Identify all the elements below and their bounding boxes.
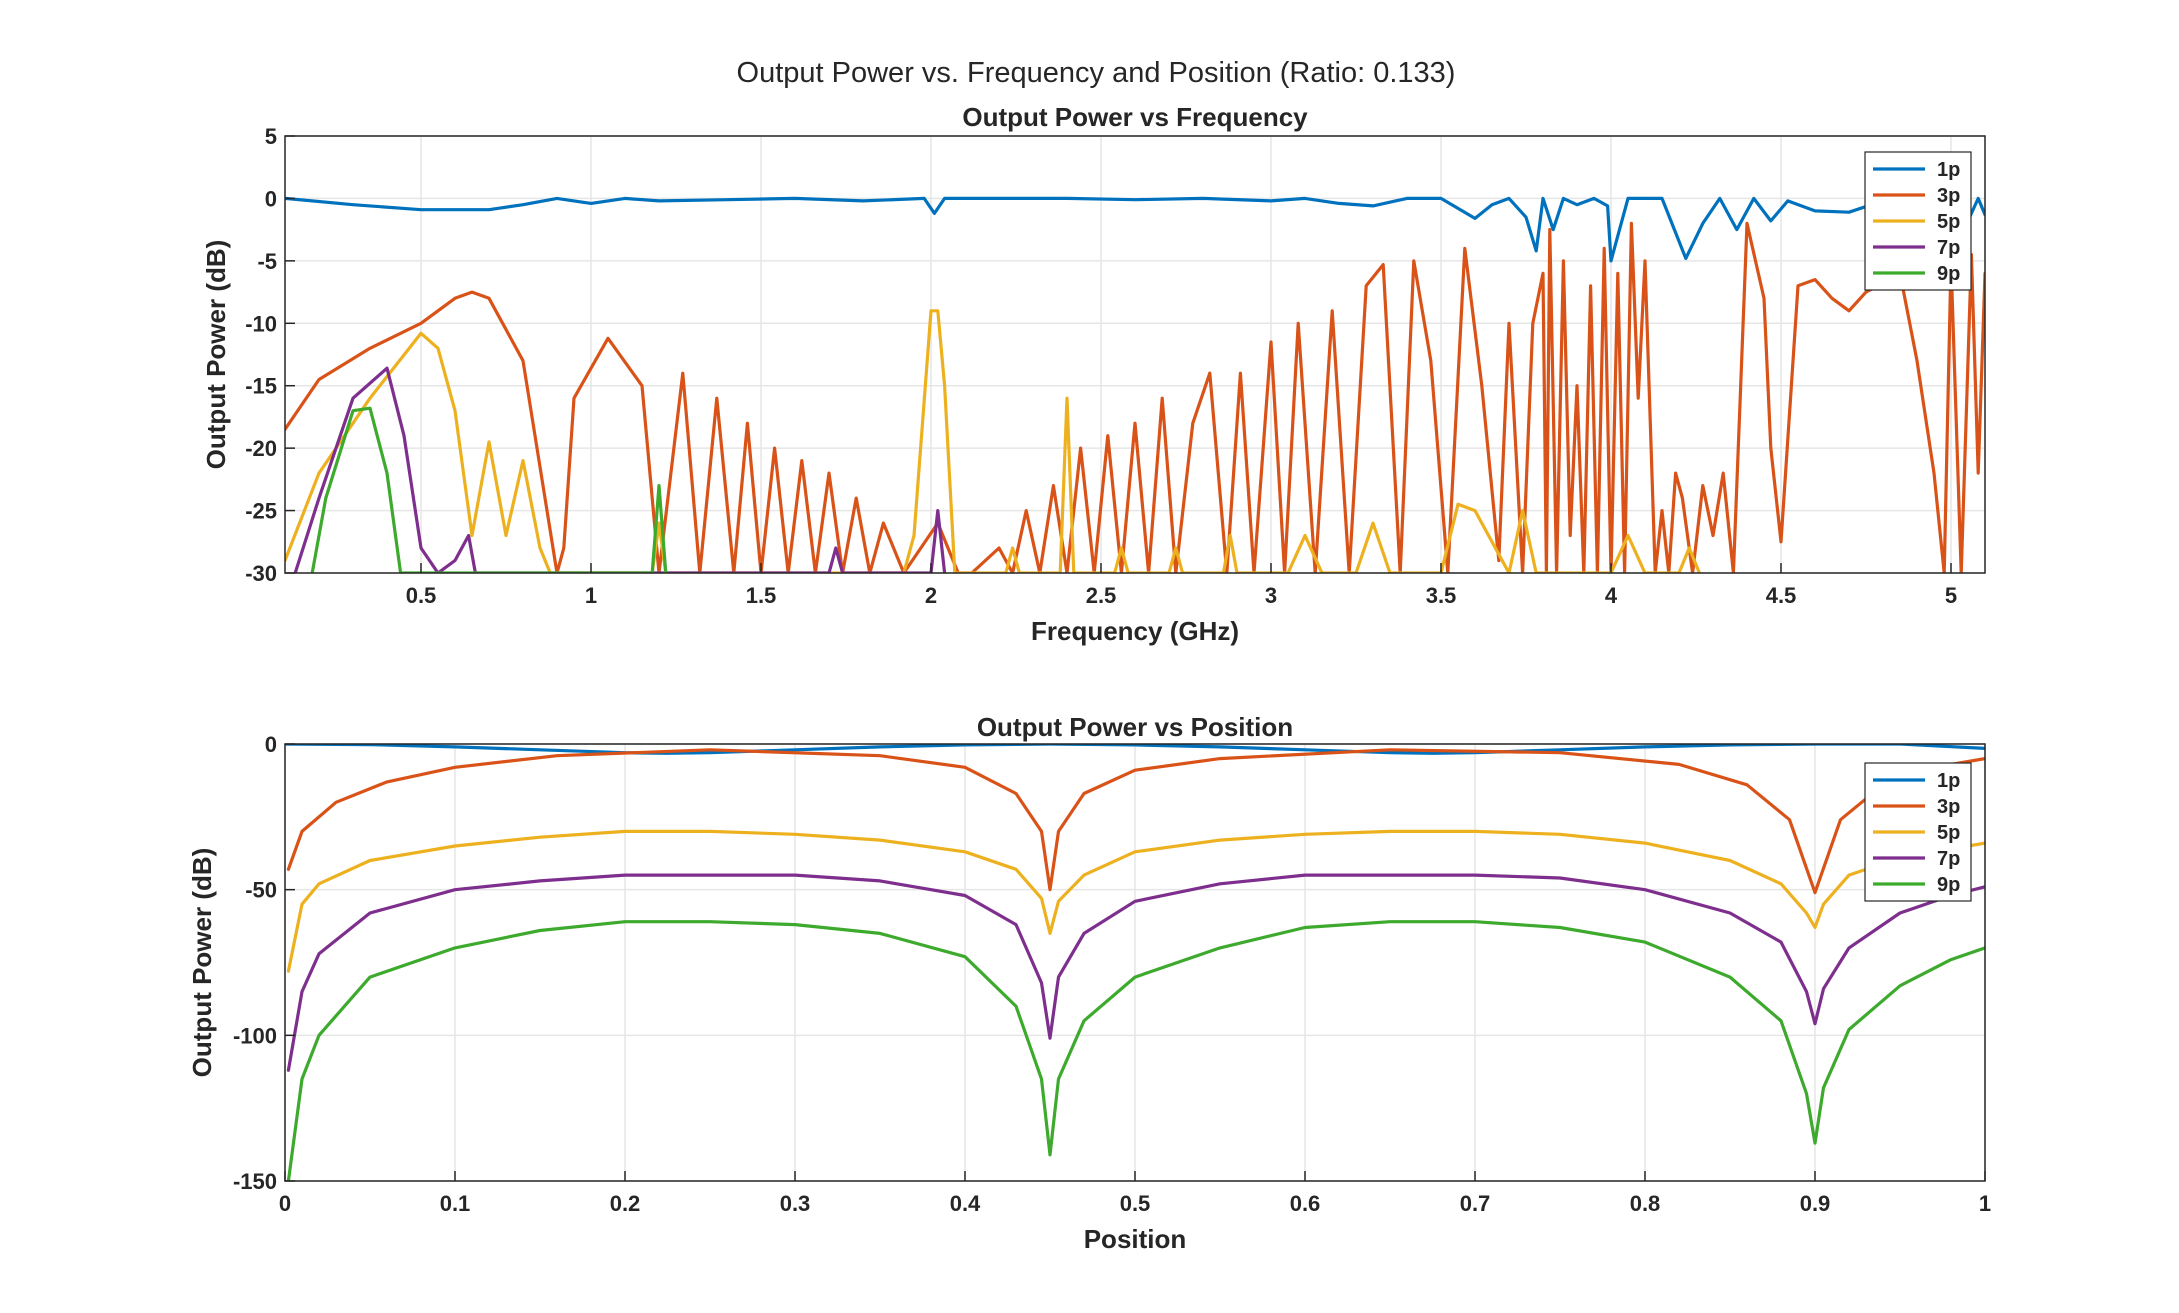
- x-tick-label: 1: [585, 583, 597, 608]
- legend-label: 3p: [1937, 185, 1960, 207]
- position-plot: 0 0.1 0.2 0.3 0.4 0.5 0.6 0.7 0.8 0.9 1 0 -50 -100 -1…: [187, 712, 1991, 1254]
- y-tick-label: 0: [265, 186, 277, 211]
- y-tick-label: -15: [245, 374, 277, 399]
- legend: 1p 3p 5p 7p 9p: [1864, 762, 1972, 902]
- y-tick-label: 5: [265, 124, 277, 149]
- y-tick-label: -30: [245, 561, 277, 586]
- y-tick-label: -5: [257, 249, 277, 274]
- y-tick-label: -25: [245, 499, 277, 524]
- legend-label: 5p: [1937, 211, 1960, 233]
- x-ticks: 0.5 1 1.5 2 2.5 3 3.5 4 4.5 5: [406, 563, 1957, 608]
- x-tick-label: 5: [1945, 583, 1957, 608]
- figure-title: Output Power vs. Frequency and Position …: [737, 57, 1456, 89]
- series-line-9p: [310, 406, 668, 573]
- legend-label: 1p: [1937, 770, 1960, 792]
- series-line-3p: [286, 748, 1985, 895]
- y-tick-label: -10: [245, 311, 277, 336]
- series-line-1p: [285, 744, 1985, 755]
- legend-label: 7p: [1937, 848, 1960, 870]
- x-tick-label: 0.8: [1630, 1191, 1661, 1216]
- series-lines: [285, 196, 1985, 573]
- frequency-plot: 0.5 1 1.5 2 2.5 3 3.5 4 4.5 5 5 0 -5 -10 -15 -20 -25 -30…: [201, 102, 1986, 646]
- x-tick-label: 0: [279, 1191, 291, 1216]
- legend-label: 7p: [1937, 237, 1960, 259]
- series-line-3p: [285, 221, 1985, 573]
- legend-label: 1p: [1937, 159, 1960, 181]
- x-tick-label: 0.6: [1290, 1191, 1321, 1216]
- x-tick-label: 2.5: [1086, 583, 1117, 608]
- x-axis-label: Frequency (GHz): [1031, 616, 1239, 646]
- series-lines: [285, 744, 1985, 1181]
- y-tick-label: -20: [245, 436, 277, 461]
- legend-label: 9p: [1937, 263, 1960, 285]
- legend-label: 9p: [1937, 874, 1960, 896]
- x-tick-label: 1.5: [746, 583, 777, 608]
- x-tick-label: 0.3: [780, 1191, 811, 1216]
- series-line-5p: [285, 309, 1702, 573]
- x-tick-label: 1: [1979, 1191, 1991, 1216]
- plot-frame: [284, 135, 1986, 574]
- x-tick-label: 0.7: [1460, 1191, 1491, 1216]
- x-tick-label: 0.5: [406, 583, 437, 608]
- x-ticks: 0 0.1 0.2 0.3 0.4 0.5 0.6 0.7 0.8 0.9 1: [279, 1171, 1991, 1216]
- plot-title: Output Power vs Position: [977, 712, 1293, 742]
- x-tick-label: 0.9: [1800, 1191, 1831, 1216]
- x-tick-label: 2: [925, 583, 937, 608]
- x-tick-label: 0.5: [1120, 1191, 1151, 1216]
- y-axis-label: Output Power (dB): [201, 240, 231, 470]
- legend: 1p 3p 5p 7p 9p: [1864, 151, 1972, 291]
- series-line-1p: [285, 196, 1985, 263]
- legend-label: 5p: [1937, 822, 1960, 844]
- legend-label: 3p: [1937, 796, 1960, 818]
- series-line-7p: [286, 873, 1985, 1072]
- y-ticks: 0 -50 -100 -150: [233, 732, 295, 1194]
- x-tick-label: 0.1: [440, 1191, 471, 1216]
- y-tick-label: -100: [233, 1023, 277, 1048]
- x-tick-label: 0.2: [610, 1191, 641, 1216]
- x-tick-label: 3.5: [1426, 583, 1457, 608]
- plot-title: Output Power vs Frequency: [962, 102, 1308, 132]
- y-tick-label: 0: [265, 732, 277, 757]
- y-tick-label: -150: [233, 1169, 277, 1194]
- x-tick-label: 4.5: [1766, 583, 1797, 608]
- x-tick-label: 0.4: [950, 1191, 981, 1216]
- series-line-7p: [293, 366, 947, 573]
- x-tick-label: 3: [1265, 583, 1277, 608]
- series-line-5p: [286, 829, 1985, 973]
- x-axis-label: Position: [1084, 1224, 1187, 1254]
- y-tick-label: -50: [245, 878, 277, 903]
- y-ticks: 5 0 -5 -10 -15 -20 -25 -30: [245, 124, 295, 586]
- x-tick-label: 4: [1605, 583, 1618, 608]
- series-line-9p: [286, 920, 1985, 1181]
- y-axis-label: Output Power (dB): [187, 848, 217, 1078]
